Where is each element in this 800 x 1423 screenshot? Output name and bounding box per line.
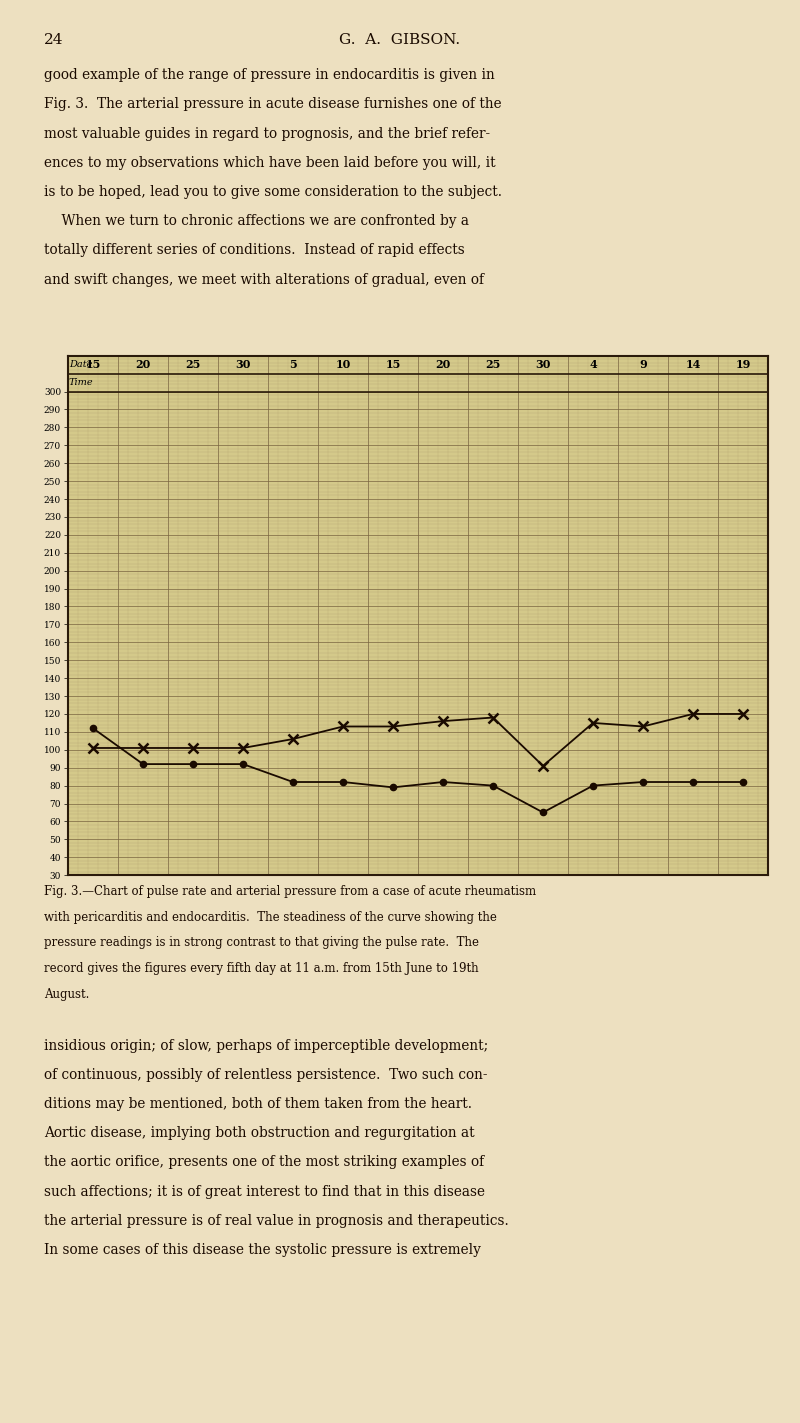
Text: 19: 19 [735, 359, 750, 370]
Text: When we turn to chronic affections we are confronted by a: When we turn to chronic affections we ar… [44, 215, 469, 228]
Text: 5: 5 [289, 359, 297, 370]
Text: August.: August. [44, 988, 90, 1000]
Text: with pericarditis and endocarditis.  The steadiness of the curve showing the: with pericarditis and endocarditis. The … [44, 911, 497, 924]
Text: Fig. 3.—Chart of pulse rate and arterial pressure from a case of acute rheumatis: Fig. 3.—Chart of pulse rate and arterial… [44, 885, 536, 898]
Text: ditions may be mentioned, both of them taken from the heart.: ditions may be mentioned, both of them t… [44, 1097, 472, 1111]
Text: Time: Time [69, 379, 94, 387]
Text: 4: 4 [589, 359, 597, 370]
Text: pressure readings is in strong contrast to that giving the pulse rate.  The: pressure readings is in strong contrast … [44, 936, 479, 949]
Text: 20: 20 [135, 359, 150, 370]
Text: good example of the range of pressure in endocarditis is given in: good example of the range of pressure in… [44, 68, 494, 83]
Text: most valuable guides in regard to prognosis, and the brief refer-: most valuable guides in regard to progno… [44, 127, 490, 141]
Text: 30: 30 [535, 359, 550, 370]
Text: totally different series of conditions.  Instead of rapid effects: totally different series of conditions. … [44, 243, 465, 258]
Text: the arterial pressure is of real value in prognosis and therapeutics.: the arterial pressure is of real value i… [44, 1214, 509, 1228]
Text: 25: 25 [186, 359, 201, 370]
Text: Date: Date [69, 360, 92, 369]
Text: and swift changes, we meet with alterations of gradual, even of: and swift changes, we meet with alterati… [44, 273, 484, 286]
Text: 15: 15 [386, 359, 401, 370]
Text: record gives the figures every fifth day at 11 a.m. from 15th June to 19th: record gives the figures every fifth day… [44, 962, 478, 975]
Text: G.  A.  GIBSON.: G. A. GIBSON. [339, 33, 461, 47]
Text: insidious origin; of slow, perhaps of imperceptible development;: insidious origin; of slow, perhaps of im… [44, 1039, 488, 1053]
Text: 30: 30 [235, 359, 250, 370]
Text: 25: 25 [486, 359, 501, 370]
Text: such affections; it is of great interest to find that in this disease: such affections; it is of great interest… [44, 1184, 485, 1198]
Text: of continuous, possibly of relentless persistence.  Two such con-: of continuous, possibly of relentless pe… [44, 1067, 487, 1081]
Text: 10: 10 [335, 359, 350, 370]
Text: 9: 9 [639, 359, 647, 370]
Text: 20: 20 [435, 359, 450, 370]
Text: 15: 15 [86, 359, 101, 370]
Text: is to be hoped, lead you to give some consideration to the subject.: is to be hoped, lead you to give some co… [44, 185, 502, 199]
Text: the aortic orifice, presents one of the most striking examples of: the aortic orifice, presents one of the … [44, 1155, 484, 1170]
Text: Fig. 3.  The arterial pressure in acute disease furnishes one of the: Fig. 3. The arterial pressure in acute d… [44, 97, 502, 111]
Text: ences to my observations which have been laid before you will, it: ences to my observations which have been… [44, 157, 496, 169]
Text: Aortic disease, implying both obstruction and regurgitation at: Aortic disease, implying both obstructio… [44, 1127, 474, 1140]
Text: 24: 24 [44, 33, 63, 47]
Text: 14: 14 [686, 359, 701, 370]
Text: In some cases of this disease the systolic pressure is extremely: In some cases of this disease the systol… [44, 1244, 481, 1257]
